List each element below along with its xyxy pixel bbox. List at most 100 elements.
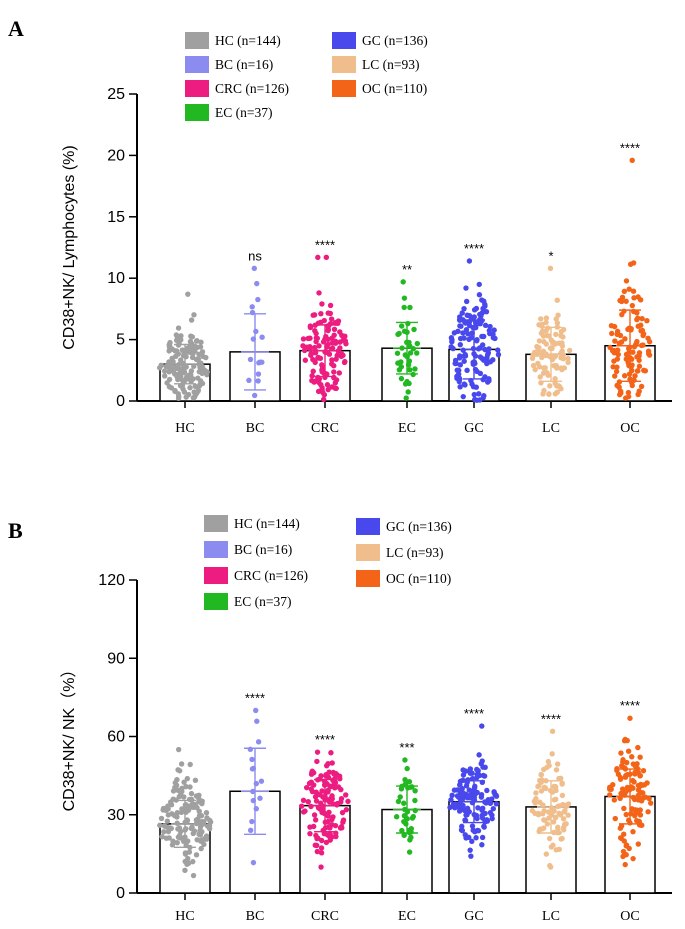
- data-point: [629, 382, 635, 389]
- data-point: [625, 748, 632, 754]
- data-point: [159, 833, 165, 840]
- data-point: [253, 328, 259, 335]
- data-point: [176, 393, 182, 400]
- data-point: [393, 814, 400, 820]
- data-point: [479, 723, 485, 729]
- data-point: [319, 362, 325, 368]
- data-point: [631, 377, 637, 383]
- data-point: [178, 761, 185, 767]
- data-point: [258, 778, 265, 784]
- data-point: [201, 836, 208, 842]
- data-point: [412, 797, 418, 804]
- data-point: [640, 790, 646, 796]
- data-point: [169, 811, 175, 817]
- data-point: [549, 751, 555, 757]
- data-point: [412, 788, 418, 794]
- data-point: [406, 358, 413, 364]
- data-point: [456, 804, 462, 811]
- data-point: [460, 393, 466, 400]
- data-point: [332, 822, 339, 829]
- data-point: [343, 806, 350, 813]
- data-point: [319, 385, 325, 391]
- data-point: [188, 796, 195, 803]
- data-point: [553, 814, 559, 821]
- y-tick-label: 120: [98, 572, 125, 589]
- data-point: [181, 779, 187, 785]
- data-point: [189, 354, 196, 361]
- data-point: [170, 368, 176, 375]
- significance-label-crc: ****: [315, 237, 335, 252]
- legend-label-crc: CRC (n=126): [234, 568, 308, 583]
- legend-swatch-crc: [204, 567, 228, 584]
- data-point: [163, 835, 170, 841]
- y-tick-label: 20: [107, 147, 125, 164]
- data-point: [461, 305, 467, 312]
- data-point: [536, 364, 543, 370]
- data-point: [631, 796, 638, 803]
- data-point: [484, 787, 490, 794]
- data-point: [166, 376, 173, 383]
- data-point: [187, 338, 194, 345]
- y-tick-label: 90: [107, 650, 125, 667]
- data-point: [253, 707, 259, 714]
- data-point: [398, 375, 405, 382]
- data-point: [325, 813, 331, 819]
- data-point: [254, 718, 260, 724]
- data-point: [623, 278, 630, 284]
- data-point: [401, 800, 407, 806]
- data-point: [326, 833, 333, 840]
- data-point: [250, 859, 257, 866]
- data-point: [323, 254, 330, 261]
- data-point: [460, 772, 467, 778]
- data-point: [617, 825, 624, 831]
- data-point: [476, 391, 482, 397]
- data-point: [176, 832, 183, 839]
- significance-label-gc: ****: [464, 706, 484, 721]
- x-tick-label-crc: CRC: [311, 909, 339, 924]
- legend-label-lc: LC (n=93): [386, 545, 443, 560]
- x-tick-label-oc: OC: [620, 421, 639, 436]
- data-point: [333, 385, 339, 392]
- x-tick-label-bc: BC: [246, 909, 265, 924]
- data-point: [184, 861, 190, 867]
- data-point: [251, 392, 258, 399]
- data-point: [188, 317, 195, 323]
- data-point: [553, 847, 559, 853]
- data-point: [532, 366, 538, 373]
- data-point: [397, 794, 403, 800]
- data-point: [310, 368, 316, 374]
- data-point: [557, 812, 564, 818]
- data-point: [407, 343, 413, 349]
- data-point: [538, 316, 544, 322]
- data-point: [328, 316, 335, 322]
- data-point: [620, 853, 626, 860]
- data-point: [406, 849, 413, 855]
- data-point: [401, 304, 407, 311]
- data-point: [614, 765, 620, 772]
- data-point: [174, 814, 180, 820]
- data-point: [402, 776, 408, 783]
- data-point: [553, 316, 559, 322]
- data-point: [535, 810, 542, 817]
- data-point: [461, 358, 467, 364]
- data-point: [308, 803, 314, 810]
- data-point: [190, 395, 197, 401]
- data-point: [607, 344, 613, 351]
- data-point: [617, 774, 624, 781]
- data-point: [448, 797, 454, 803]
- legend-swatch-ec: [204, 593, 228, 610]
- panel-label: B: [8, 518, 23, 543]
- data-point: [623, 772, 629, 779]
- data-point: [343, 341, 349, 347]
- data-point: [181, 794, 187, 800]
- data-point: [545, 809, 552, 815]
- data-point: [492, 792, 498, 798]
- data-point: [542, 817, 548, 823]
- data-point: [635, 294, 641, 300]
- data-point: [175, 767, 181, 773]
- legend-label-crc: CRC (n=126): [215, 81, 289, 96]
- data-point: [157, 822, 163, 829]
- significance-label-crc: ****: [315, 732, 335, 747]
- data-point: [255, 371, 262, 377]
